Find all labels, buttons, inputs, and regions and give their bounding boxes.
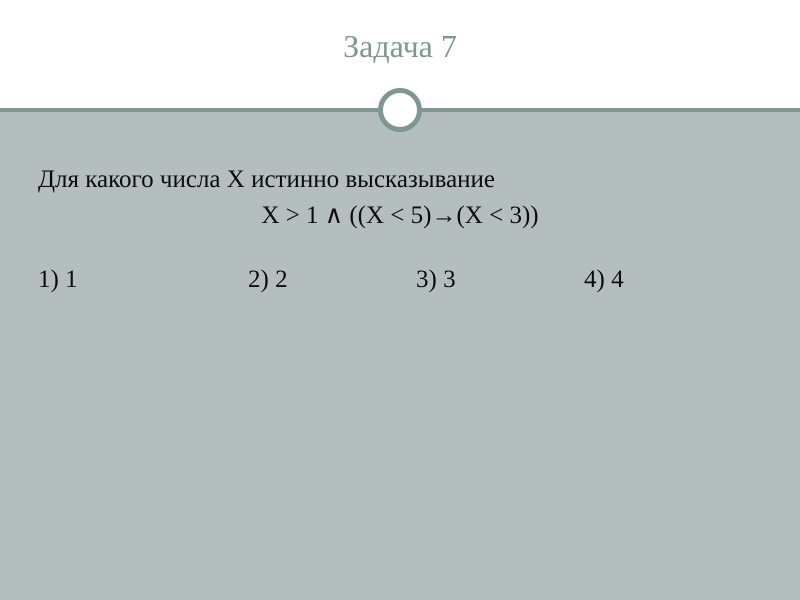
option-4: 4) 4 (584, 266, 704, 294)
options-row: 1) 1 2) 2 3) 3 4) 4 (38, 266, 762, 294)
option-1: 1) 1 (38, 266, 248, 294)
slide: Задача 7 Для какого числа X истинно выск… (0, 0, 800, 600)
divider-circle-icon (378, 88, 422, 132)
body-band: Для какого числа X истинно высказывание … (0, 110, 800, 600)
slide-title: Задача 7 (0, 0, 800, 85)
formula-text: X > 1 ∧ ((X < 5)→(X < 3)) (38, 200, 762, 230)
option-3: 3) 3 (416, 266, 584, 294)
question-text: Для какого числа X истинно высказывание (38, 166, 762, 194)
option-2: 2) 2 (248, 266, 416, 294)
